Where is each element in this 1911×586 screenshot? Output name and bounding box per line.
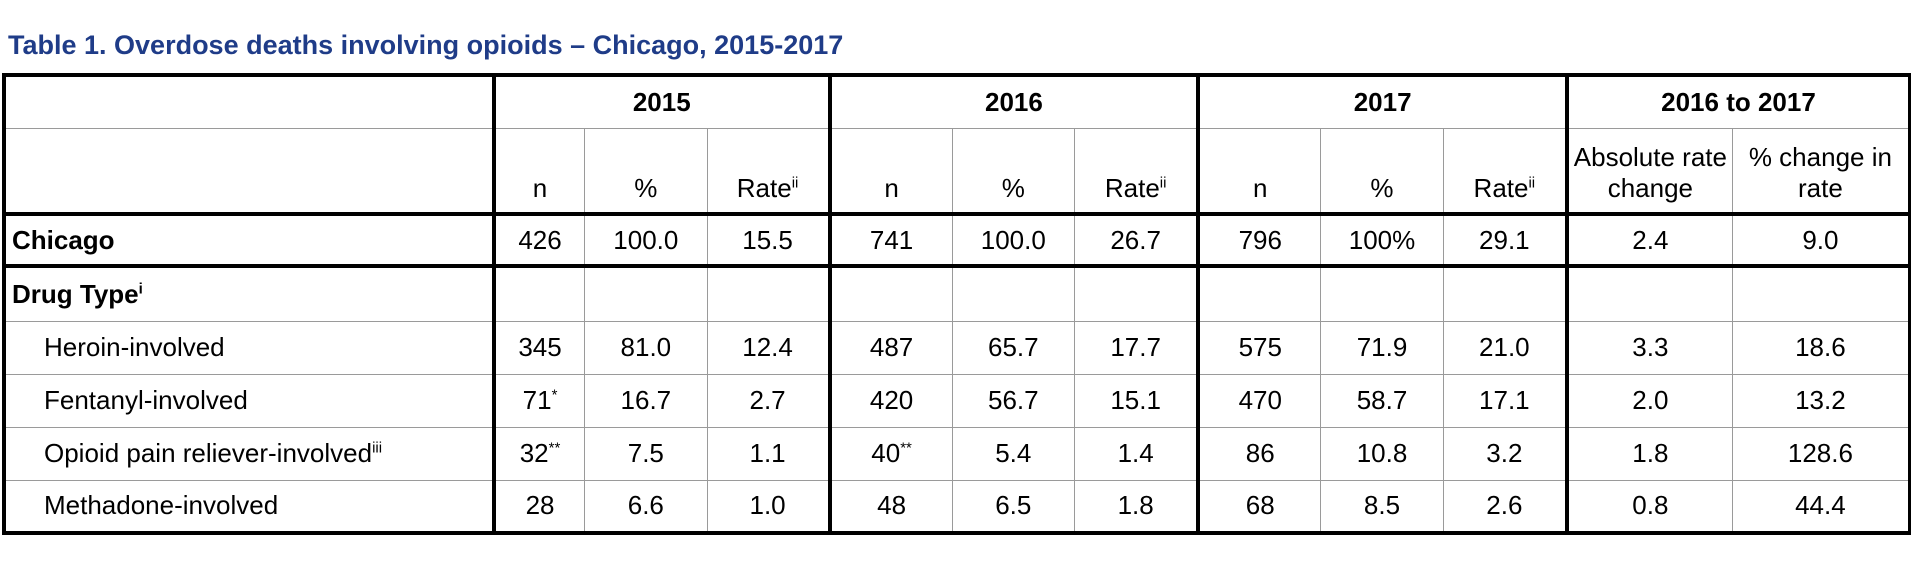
drug-row-methadone: Methadone-involved 28 6.6 1.0 48 6.5 1.8… [3,479,1911,534]
table-cell: 12.4 [706,320,831,375]
pct-2016-header: % [951,127,1076,216]
table-cell: 2.0 [1564,373,1733,428]
table-title: Table 1. Overdose deaths involving opioi… [8,30,844,60]
year-header-row: 2015 2016 2017 2016 to 2017 [3,74,1911,129]
n-2016-header: n [827,127,953,216]
table-cell: 1.1 [706,426,831,481]
table-cell: 487 [827,320,953,375]
empty-cell [1074,265,1199,322]
table-cell: 18.6 [1731,320,1911,375]
table-cell: 345 [491,320,586,375]
table-cell: 1.4 [1074,426,1199,481]
table-cell: 68 [1196,479,1322,534]
table-cell: 71.9 [1320,320,1444,375]
table-cell: 1.8 [1564,426,1733,481]
table-cell: 56.7 [951,373,1076,428]
table-cell: 6.5 [951,479,1076,534]
table-cell: 21.0 [1442,320,1568,375]
table-cell: 10.8 [1320,426,1444,481]
rate-2016-header: Rateii [1074,127,1199,216]
empty-cell [1564,265,1733,322]
table-cell: 58.7 [1320,373,1444,428]
table-cell: 26.7 [1074,213,1199,268]
drug-row-label: Opioid pain reliever-involvediii [3,426,495,481]
drug-row-label: Methadone-involved [3,479,495,534]
overdose-table: 2015 2016 2017 2016 to 2017 n % Rateii n… [2,73,1911,535]
empty-cell [1196,265,1322,322]
empty-cell [951,265,1076,322]
pct-2015-header: % [584,127,708,216]
table-cell: 48 [827,479,953,534]
table-cell: 29.1 [1442,213,1568,268]
table-cell: 2.6 [1442,479,1568,534]
chicago-label: Chicago [3,213,495,268]
table-cell: 65.7 [951,320,1076,375]
n-2015-header: n [491,127,586,216]
table-cell: 15.5 [706,213,831,268]
pct-change-header: % change in rate [1731,127,1911,216]
empty-cell [706,265,831,322]
rate-2015-header: Rateii [706,127,831,216]
abs-change-header: Absolute rate change [1564,127,1733,216]
table-cell: 5.4 [951,426,1076,481]
drug-row-label: Fentanyl-involved [3,373,495,428]
year-2016-header: 2016 [827,74,1199,129]
pct-2017-header: % [1320,127,1444,216]
table-cell: 100% [1320,213,1444,268]
table-cell: 6.6 [584,479,708,534]
empty-cell [1320,265,1444,322]
table-cell: 426 [491,213,586,268]
table-cell: 100.0 [584,213,708,268]
subheader-row: n % Rateii n % Rateii n % Rateii Absolut… [3,127,1911,216]
table-cell: 40** [827,426,953,481]
empty-cell [584,265,708,322]
table-cell: 1.8 [1074,479,1199,534]
table-cell: 81.0 [584,320,708,375]
drug-row-label: Heroin-involved [3,320,495,375]
table-cell: 2.4 [1564,213,1733,268]
empty-cell [827,265,953,322]
table-cell: 28 [491,479,586,534]
year-2017-header: 2017 [1196,74,1568,129]
drug-row-heroin: Heroin-involved 345 81.0 12.4 487 65.7 1… [3,320,1911,375]
table-cell: 17.1 [1442,373,1568,428]
table-cell: 15.1 [1074,373,1199,428]
drug-type-row: Drug Typei [3,265,1911,322]
table-cell: 2.7 [706,373,831,428]
table-cell: 44.4 [1731,479,1911,534]
empty-cell [1442,265,1568,322]
table-cell: 420 [827,373,953,428]
table-cell: 16.7 [584,373,708,428]
table-cell: 7.5 [584,426,708,481]
table-cell: 3.2 [1442,426,1568,481]
table-cell: 71* [491,373,586,428]
table-cell: 1.0 [706,479,831,534]
rate-2017-header: Rateii [1442,127,1568,216]
table-cell: 32** [491,426,586,481]
corner-cell [3,74,495,129]
table-cell: 3.3 [1564,320,1733,375]
empty-cell [1731,265,1911,322]
table-cell: 128.6 [1731,426,1911,481]
table-cell: 9.0 [1731,213,1911,268]
table-cell: 575 [1196,320,1322,375]
table-cell: 741 [827,213,953,268]
change-header: 2016 to 2017 [1564,74,1911,129]
table-cell: 17.7 [1074,320,1199,375]
empty-cell [491,265,586,322]
drug-row-opioid-pain-reliever: Opioid pain reliever-involvediii 32** 7.… [3,426,1911,481]
table-cell: 0.8 [1564,479,1733,534]
n-2017-header: n [1196,127,1322,216]
table-cell: 86 [1196,426,1322,481]
table-cell: 796 [1196,213,1322,268]
year-2015-header: 2015 [491,74,831,129]
drug-row-fentanyl: Fentanyl-involved 71* 16.7 2.7 420 56.7 … [3,373,1911,428]
subheader-label-cell [3,127,495,216]
table-cell: 13.2 [1731,373,1911,428]
table-cell: 8.5 [1320,479,1444,534]
drug-type-label: Drug Typei [3,265,495,322]
chicago-row: Chicago 426 100.0 15.5 741 100.0 26.7 79… [3,213,1911,268]
table-cell: 470 [1196,373,1322,428]
table-cell: 100.0 [951,213,1076,268]
